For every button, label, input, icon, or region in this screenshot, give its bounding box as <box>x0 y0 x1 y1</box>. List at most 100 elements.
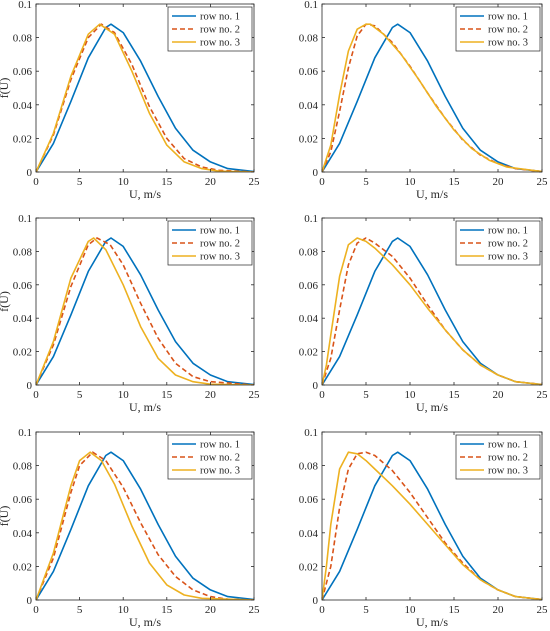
y-tick-label: 0.1 <box>18 427 32 439</box>
y-tick-label: 0.06 <box>13 280 33 292</box>
y-tick-label: 0.02 <box>299 561 318 573</box>
axes-frame <box>321 431 543 601</box>
y-tick-label: 0.08 <box>13 33 33 45</box>
series-line-2 <box>36 23 254 172</box>
y-tick-label: 0 <box>27 595 33 607</box>
y-tick-label: 0.08 <box>299 33 319 45</box>
y-tick-label: 0 <box>27 380 33 392</box>
y-tick-label: 0.02 <box>13 561 32 573</box>
y-tick-label: 0.04 <box>299 313 319 325</box>
chart-panel-5: 0 5 10 15 20 25 0 0.02 0.04 0.06 0.08 0.1 U, m/s f(U)… <box>0 427 260 629</box>
axes-frame <box>321 217 543 386</box>
x-tick-label: 20 <box>205 389 217 401</box>
x-tick-label: 10 <box>405 176 417 188</box>
legend-label-2: row no. 2 <box>200 239 240 250</box>
y-tick-label: 0.1 <box>18 0 32 11</box>
y-tick-label: 0.08 <box>13 246 33 258</box>
series-line-3 <box>36 237 254 385</box>
x-axis-label: U, m/s <box>129 615 161 629</box>
series-line-1 <box>36 451 254 600</box>
legend-label-1: row no. 1 <box>200 226 240 237</box>
series-line-2 <box>322 451 542 600</box>
series-line-3 <box>36 23 254 172</box>
legend: row no. 1 row no. 2 row no. 3 <box>455 434 541 480</box>
series-line-2 <box>36 451 254 600</box>
x-tick-label: 15 <box>161 604 173 616</box>
legend-label-1: row no. 1 <box>200 440 240 451</box>
series-line-3 <box>322 451 542 600</box>
y-tick-label: 0.08 <box>13 461 33 473</box>
y-tick-label: 0.04 <box>299 100 319 112</box>
x-tick-label: 25 <box>537 389 549 401</box>
x-tick-label: 0 <box>319 389 325 401</box>
legend: row no. 1 row no. 2 row no. 3 <box>167 434 253 480</box>
x-axis-label: U, m/s <box>416 400 448 414</box>
y-axis-label: f(U) <box>0 78 11 99</box>
y-tick-label: 0.04 <box>299 528 319 540</box>
x-axis-label: U, m/s <box>416 187 448 201</box>
legend-label-1: row no. 1 <box>488 226 528 237</box>
x-tick-label: 0 <box>319 604 325 616</box>
legend-label-3: row no. 3 <box>200 466 240 477</box>
legend-label-3: row no. 3 <box>488 38 528 49</box>
x-tick-label: 5 <box>363 176 369 188</box>
x-tick-label: 10 <box>118 604 130 616</box>
y-tick-label: 0.02 <box>299 347 318 359</box>
x-tick-label: 20 <box>205 176 217 188</box>
axes-frame <box>35 431 255 601</box>
chart-panel-4: 0 5 10 15 20 25 0 0.02 0.04 0.06 0.08 0.1 U, m/s row … <box>299 213 548 414</box>
y-tick-label: 0.04 <box>13 313 33 325</box>
x-tick-label: 0 <box>319 176 325 188</box>
x-axis-label: U, m/s <box>129 187 161 201</box>
legend-label-3: row no. 3 <box>488 466 528 477</box>
x-tick-label: 25 <box>537 176 549 188</box>
axes-frame <box>35 217 255 386</box>
x-tick-label: 5 <box>363 389 369 401</box>
x-axis-label: U, m/s <box>416 615 448 629</box>
series-line-3 <box>322 237 542 385</box>
y-tick-label: 0.08 <box>299 461 319 473</box>
y-tick-label: 0.02 <box>13 133 32 145</box>
y-tick-label: 0.06 <box>13 66 33 78</box>
x-tick-label: 25 <box>249 176 261 188</box>
x-tick-label: 20 <box>205 604 217 616</box>
x-tick-label: 10 <box>118 389 130 401</box>
y-tick-label: 0.04 <box>13 100 33 112</box>
x-tick-label: 5 <box>363 604 369 616</box>
legend-label-2: row no. 2 <box>488 453 528 464</box>
x-tick-label: 0 <box>33 389 39 401</box>
y-tick-label: 0.1 <box>304 213 318 225</box>
legend: row no. 1 row no. 2 row no. 3 <box>167 6 253 52</box>
y-tick-label: 0.1 <box>18 213 32 225</box>
chart-panel-1: 0 5 10 15 20 25 0 0.02 0.04 0.06 0.08 0.1 U, m/s f(U)… <box>0 0 260 201</box>
series-line-3 <box>322 23 542 172</box>
x-tick-label: 15 <box>161 389 173 401</box>
chart-panel-6: 0 5 10 15 20 25 0 0.02 0.04 0.06 0.08 0.1 U, m/s row … <box>299 427 548 629</box>
legend-label-2: row no. 2 <box>488 239 528 250</box>
y-tick-label: 0.1 <box>304 427 318 439</box>
legend: row no. 1 row no. 2 row no. 3 <box>167 220 253 266</box>
legend-label-3: row no. 3 <box>200 38 240 49</box>
x-tick-label: 10 <box>405 604 417 616</box>
legend: row no. 1 row no. 2 row no. 3 <box>455 6 541 52</box>
x-tick-label: 0 <box>33 176 39 188</box>
x-tick-label: 5 <box>77 176 83 188</box>
y-tick-label: 0.06 <box>299 280 319 292</box>
legend-label-3: row no. 3 <box>200 252 240 263</box>
series-line-3 <box>36 451 254 600</box>
chart-panel-2: 0 5 10 15 20 25 0 0.02 0.04 0.06 0.08 0.1 U, m/s row … <box>299 0 548 201</box>
x-tick-label: 25 <box>537 604 549 616</box>
x-tick-label: 5 <box>77 389 83 401</box>
legend-label-1: row no. 1 <box>200 12 240 23</box>
x-tick-label: 5 <box>77 604 83 616</box>
y-axis-label: f(U) <box>0 506 11 527</box>
axes-frame <box>35 3 255 173</box>
x-tick-label: 20 <box>493 389 505 401</box>
y-tick-label: 0.06 <box>13 494 33 506</box>
y-tick-label: 0.08 <box>299 246 319 258</box>
y-tick-label: 0 <box>27 167 33 179</box>
series-line-1 <box>36 237 254 385</box>
y-tick-label: 0.06 <box>299 66 319 78</box>
axes-frame <box>321 3 543 173</box>
